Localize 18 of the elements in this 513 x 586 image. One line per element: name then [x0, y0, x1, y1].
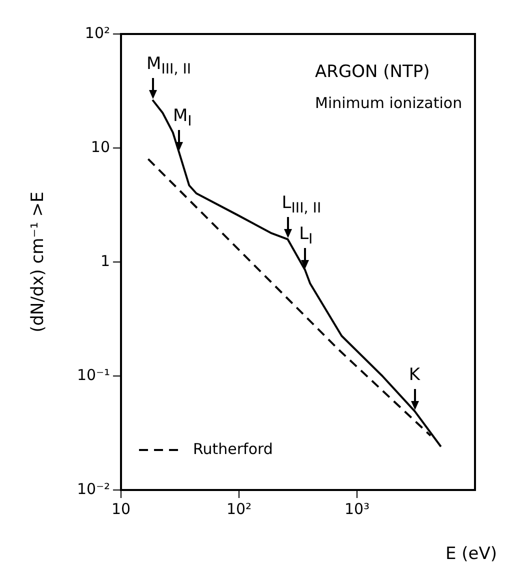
x-tick-label: 10² — [226, 500, 252, 518]
x-axis-title: E (eV) — [446, 544, 497, 564]
annotation: ARGON (NTP) — [315, 62, 430, 82]
legend-label: Rutherford — [193, 440, 273, 458]
x-tick-label: 10 — [111, 500, 131, 518]
annotation: L$_{III, II}$ — [282, 193, 322, 219]
y-tick-label: 10² — [84, 24, 110, 42]
annotation: Minimum ionization — [315, 94, 462, 112]
y-axis-title: (dN/dx) cm⁻¹ >E — [28, 192, 48, 332]
x-tick-label: 10³ — [344, 500, 370, 518]
y-tick-label: 10 — [90, 138, 110, 156]
annotation: K — [408, 365, 420, 386]
annotation: M$_{I}$ — [172, 106, 192, 132]
annotation: L$_{I}$ — [299, 224, 313, 250]
annotation: M$_{III, II}$ — [146, 54, 192, 80]
y-tick-label: 1 — [100, 252, 110, 270]
y-tick-label: 10⁻² — [76, 480, 110, 498]
y-tick-label: 10⁻¹ — [76, 366, 110, 384]
